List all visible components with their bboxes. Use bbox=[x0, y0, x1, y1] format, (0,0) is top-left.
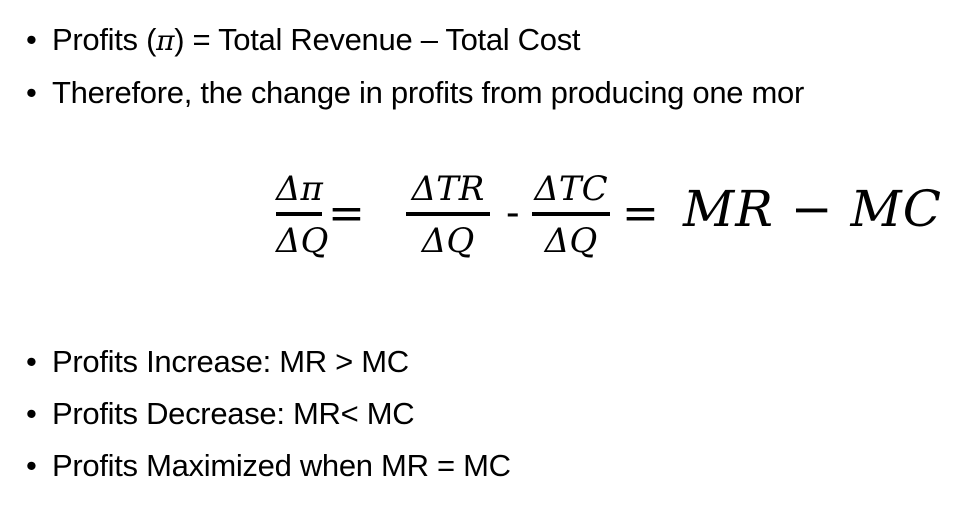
bullet-profits-decrease: • Profits Decrease: MR< MC bbox=[26, 396, 415, 431]
equals-sign: = bbox=[328, 188, 365, 239]
bullet-profits-definition: • Profits (π) = Total Revenue – Total Cos… bbox=[26, 22, 581, 57]
bullet-profits-maximized: • Profits Maximized when MR = MC bbox=[26, 448, 511, 483]
bullet-change-in-profits: • Therefore, the change in profits from p… bbox=[26, 75, 805, 110]
bullet-profits-increase: • Profits Increase: MR > MC bbox=[26, 344, 409, 379]
minus-sign: - bbox=[506, 190, 520, 236]
fraction-dtr-dq: ΔTR ΔQ bbox=[406, 168, 490, 264]
equals-sign-2: = bbox=[622, 188, 659, 239]
mr-minus-mc: MR − MC bbox=[683, 180, 942, 238]
fraction-dtc-dq: ΔTC ΔQ bbox=[532, 168, 610, 264]
fraction-dpi-dq: Δπ ΔQ bbox=[276, 169, 329, 261]
